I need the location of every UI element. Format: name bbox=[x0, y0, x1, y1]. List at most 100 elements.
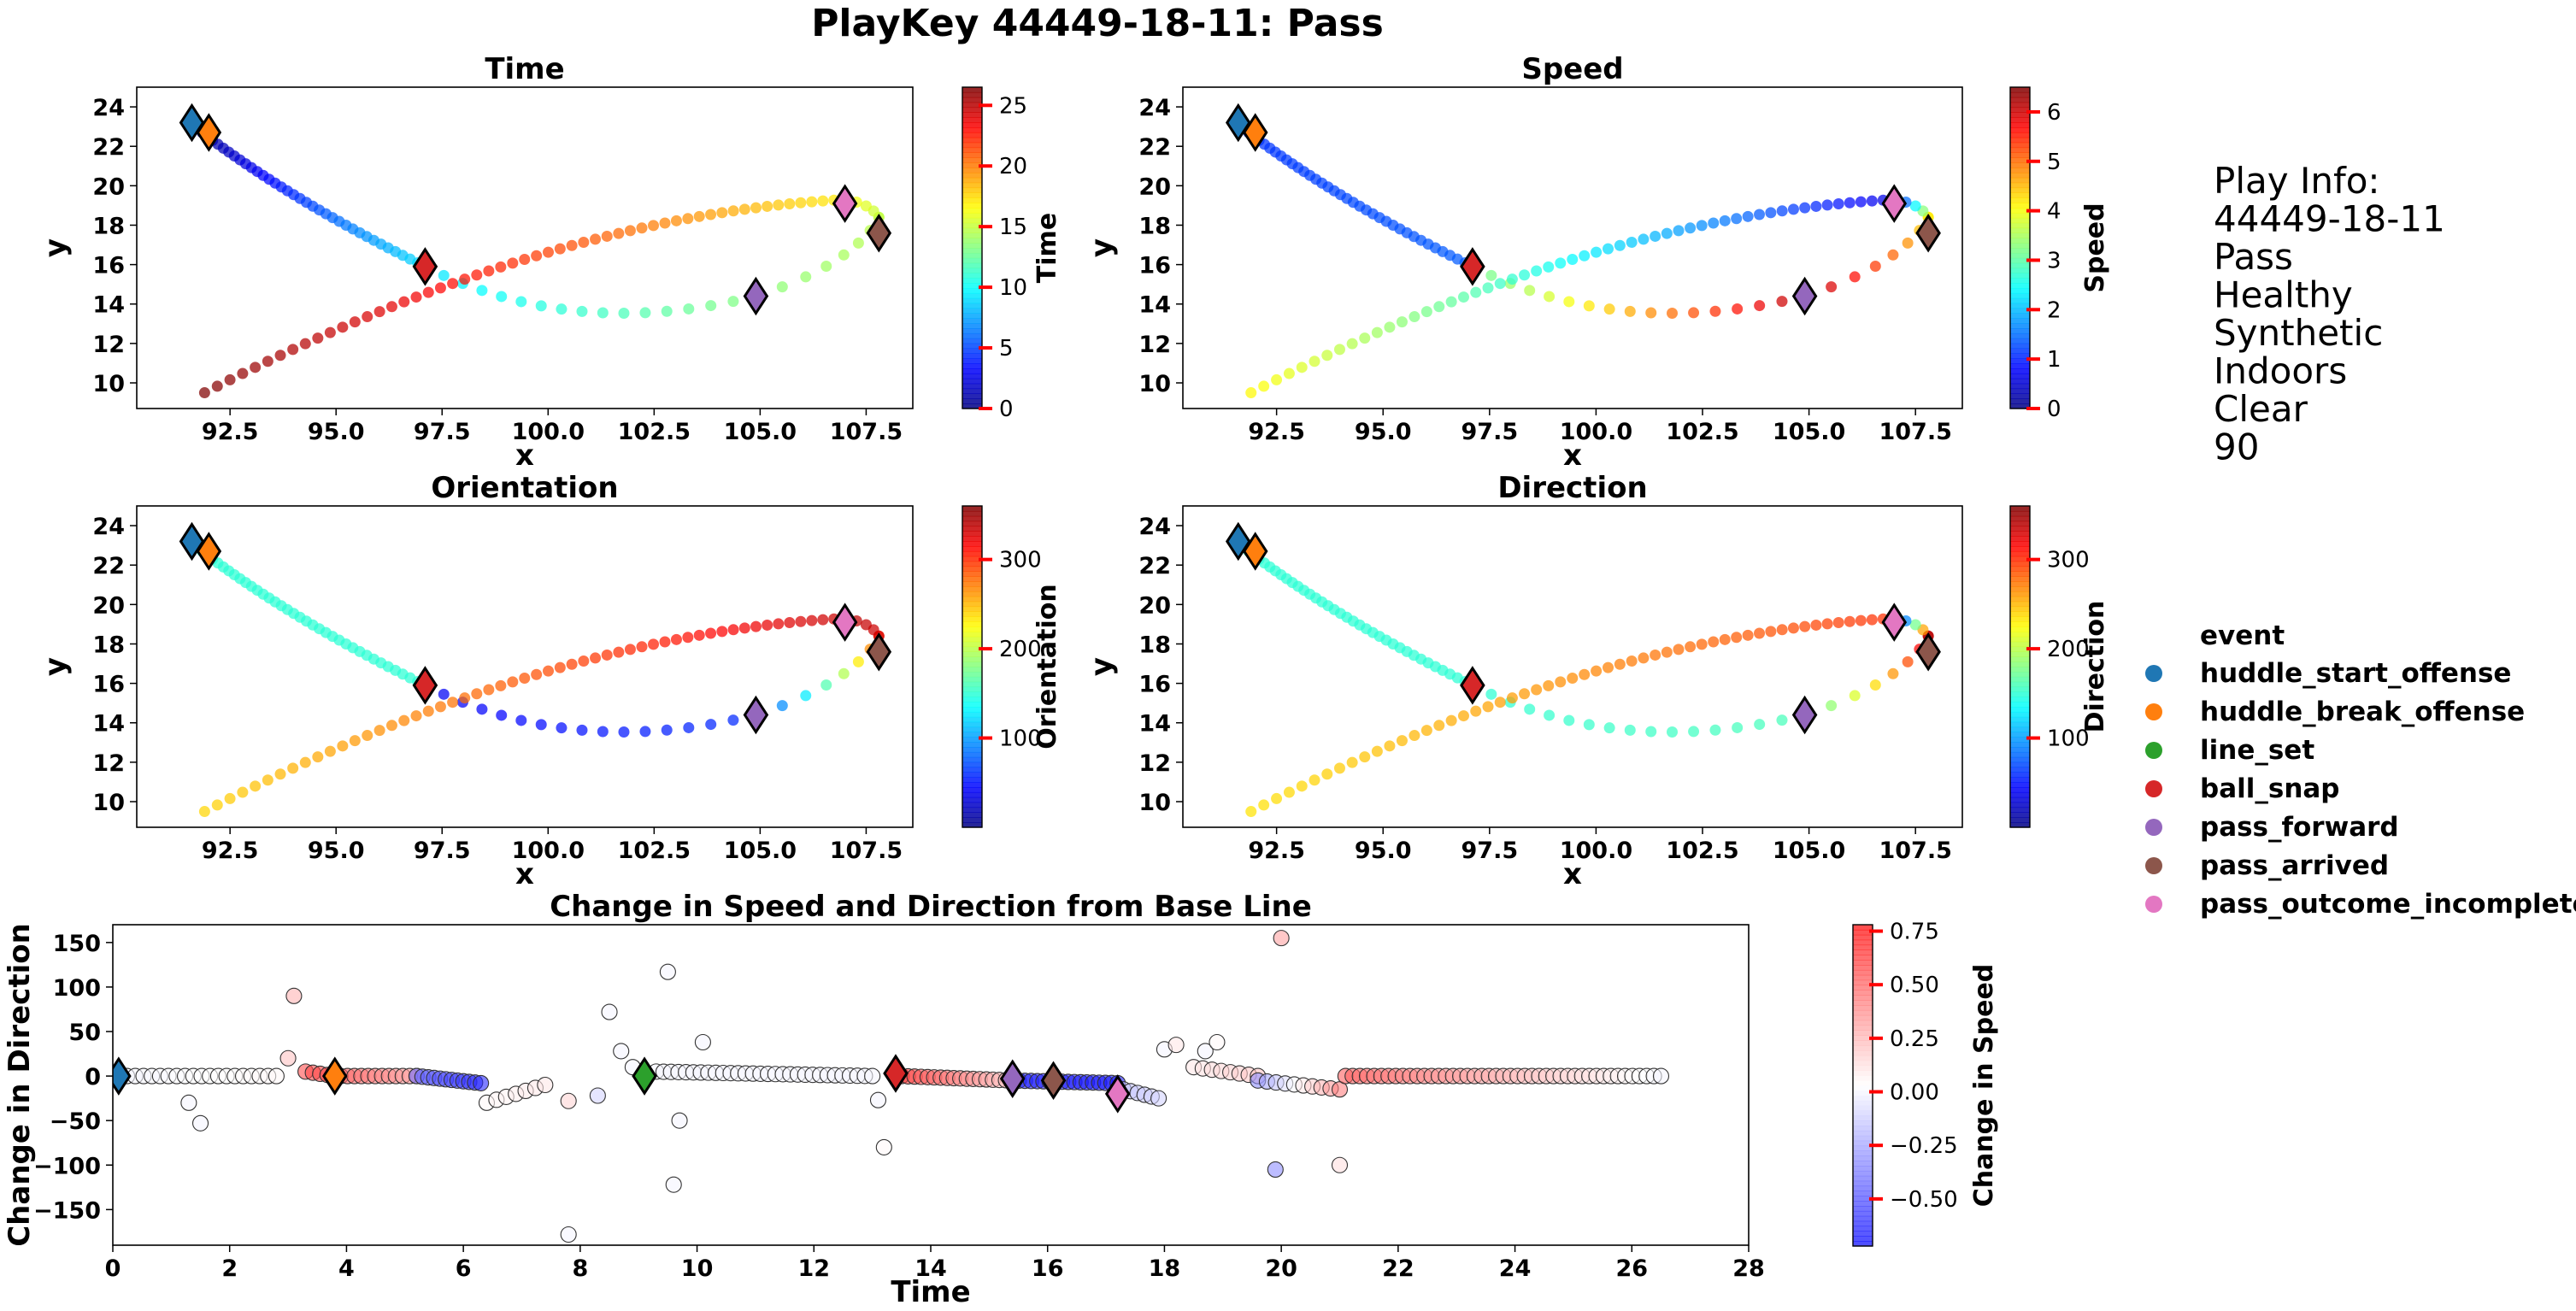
data-point bbox=[1445, 296, 1457, 308]
colorbar-label: Orientation bbox=[1032, 584, 1062, 749]
colorbar-band bbox=[1853, 929, 1873, 936]
data-point bbox=[1283, 367, 1295, 379]
data-point bbox=[1531, 265, 1543, 277]
data-point bbox=[1309, 774, 1320, 786]
y-axis-label: y bbox=[1085, 238, 1119, 257]
colorbar-band bbox=[962, 197, 982, 203]
data-point bbox=[519, 672, 531, 684]
play-info-line: Indoors bbox=[2214, 350, 2347, 392]
x-tick-label: 97.5 bbox=[414, 419, 471, 445]
colorbar-band bbox=[1853, 1110, 1873, 1116]
colorbar-band bbox=[1853, 1000, 1873, 1006]
x-tick-label: 105.0 bbox=[724, 838, 797, 864]
colorbar-band bbox=[962, 631, 982, 638]
data-point bbox=[299, 756, 311, 768]
event-marker-line-set bbox=[632, 1056, 657, 1096]
y-tick-label: 16 bbox=[1138, 672, 1171, 698]
colorbar-band bbox=[1853, 1120, 1873, 1126]
data-point bbox=[1384, 321, 1396, 333]
colorbar-band bbox=[2010, 313, 2030, 319]
data-point bbox=[776, 281, 788, 293]
colorbar-band bbox=[962, 822, 982, 828]
colorbar-band bbox=[2010, 686, 2030, 692]
y-tick-label: −150 bbox=[33, 1197, 101, 1224]
colorbar-band bbox=[1853, 1049, 1873, 1056]
colorbar-band bbox=[962, 531, 982, 537]
colorbar-band bbox=[2010, 756, 2030, 763]
colorbar-band bbox=[2010, 556, 2030, 562]
data-point bbox=[716, 207, 728, 219]
x-tick-label: 24 bbox=[1499, 1255, 1532, 1282]
y-tick-label: 10 bbox=[92, 790, 125, 816]
data-point bbox=[1810, 200, 1822, 212]
legend-item-label: ball_snap bbox=[2200, 773, 2340, 804]
colorbar-band bbox=[962, 732, 982, 738]
colorbar-band bbox=[2010, 716, 2030, 723]
data-point bbox=[1652, 1067, 1670, 1085]
colorbar-band bbox=[2010, 631, 2030, 638]
x-tick-label: 102.5 bbox=[1666, 838, 1738, 864]
x-tick-label: 6 bbox=[456, 1255, 472, 1282]
x-tick-label: 102.5 bbox=[618, 838, 691, 864]
data-point bbox=[1519, 269, 1531, 281]
data-point bbox=[762, 200, 773, 212]
colorbar-band bbox=[2010, 767, 2030, 773]
data-point bbox=[1555, 676, 1567, 688]
colorbar-band bbox=[2010, 87, 2030, 93]
colorbar-tick-label: 10 bbox=[999, 275, 1027, 301]
data-point bbox=[1271, 373, 1283, 385]
data-point bbox=[224, 792, 236, 804]
colorbar-band bbox=[1853, 985, 1873, 991]
data-point bbox=[1754, 627, 1766, 639]
data-point bbox=[671, 1112, 688, 1129]
data-point bbox=[773, 618, 785, 630]
colorbar-band bbox=[1853, 979, 1873, 986]
data-point bbox=[1810, 619, 1822, 631]
colorbar-frame bbox=[1852, 924, 1873, 1247]
data-point bbox=[682, 213, 694, 225]
data-point bbox=[601, 649, 613, 661]
colorbar-band bbox=[1853, 974, 1873, 981]
data-point bbox=[1732, 721, 1744, 733]
y-tick-label: 14 bbox=[1138, 711, 1171, 738]
data-point bbox=[459, 273, 471, 285]
data-point bbox=[434, 282, 446, 294]
y-tick-label: 12 bbox=[92, 332, 125, 358]
data-point bbox=[324, 326, 336, 338]
data-point bbox=[693, 210, 705, 222]
data-point bbox=[1787, 622, 1799, 634]
data-point bbox=[1799, 202, 1811, 214]
colorbar-band bbox=[1853, 939, 1873, 946]
data-point bbox=[1579, 250, 1591, 262]
data-point bbox=[1583, 300, 1595, 312]
data-point bbox=[447, 697, 459, 708]
colorbar-band bbox=[962, 566, 982, 572]
colorbar-band bbox=[1853, 1220, 1873, 1227]
data-point bbox=[1869, 260, 1881, 272]
event-marker-pass-arrived bbox=[1915, 213, 1941, 253]
y-tick-label: 16 bbox=[92, 672, 125, 698]
data-point bbox=[1887, 667, 1899, 679]
colorbar-band bbox=[962, 742, 982, 748]
colorbar-tick-label: 300 bbox=[2047, 548, 2090, 573]
y-tick-label: −50 bbox=[50, 1108, 101, 1135]
x-tick-label: 107.5 bbox=[1879, 838, 1951, 864]
colorbar-band bbox=[1853, 1150, 1873, 1156]
y-tick-label: 24 bbox=[1138, 514, 1171, 540]
data-point bbox=[476, 285, 488, 297]
data-point bbox=[473, 1074, 490, 1091]
data-point bbox=[852, 656, 864, 667]
data-point bbox=[1866, 195, 1878, 207]
colorbar-band bbox=[1853, 1145, 1873, 1151]
data-point bbox=[1732, 303, 1744, 315]
colorbar-band bbox=[962, 303, 982, 309]
colorbar-band bbox=[2010, 546, 2030, 552]
plot-area bbox=[179, 521, 892, 818]
event-marker-huddle-break-offense bbox=[1242, 113, 1268, 152]
data-point bbox=[515, 296, 527, 308]
data-point bbox=[398, 714, 410, 726]
colorbar-band bbox=[962, 802, 982, 808]
data-point bbox=[864, 1067, 881, 1085]
data-point bbox=[670, 633, 682, 645]
colorbar-band bbox=[2010, 353, 2030, 359]
